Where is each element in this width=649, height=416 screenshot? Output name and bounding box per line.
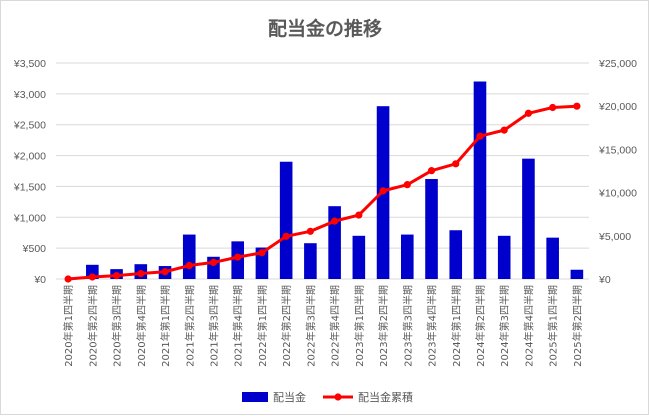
bar-series (86, 81, 584, 279)
left-tick-label: ¥500 (22, 243, 47, 255)
bar (279, 161, 293, 279)
line-point (476, 132, 484, 140)
bar (449, 230, 463, 279)
legend-bar-label: 配当金 (273, 390, 306, 404)
line-point (161, 268, 169, 276)
legend-line-marker (334, 393, 342, 401)
line-point (500, 126, 508, 134)
bar (522, 158, 535, 279)
bar (570, 269, 584, 279)
x-tick-label: 2023年第4四半期 (426, 285, 439, 367)
legend: 配当金 配当金累積 (242, 390, 413, 404)
bar (546, 237, 559, 279)
chart-title: 配当金の推移 (268, 17, 382, 40)
x-tick-label: 2020年第3四半期 (111, 285, 124, 367)
x-tick-label: 2024年第2四半期 (474, 285, 487, 367)
x-tick-label: 2023年第3四半期 (401, 285, 414, 367)
x-tick-label: 2023年第1四半期 (353, 285, 366, 367)
line-point (549, 103, 557, 112)
line-point (282, 232, 290, 240)
line-point (258, 249, 266, 257)
left-tick-label: ¥3,000 (13, 89, 46, 101)
left-tick-label: ¥1,500 (13, 181, 46, 193)
legend-bar-swatch (242, 392, 268, 402)
line-point (88, 273, 96, 281)
left-tick-label: ¥2,000 (13, 151, 46, 163)
x-tick-label: 2022年第2四半期 (280, 285, 293, 367)
left-tick-label: ¥0 (33, 274, 46, 286)
right-tick-label: ¥5,000 (598, 231, 631, 243)
right-tick-label: ¥25,000 (598, 58, 637, 70)
line-point (234, 253, 242, 261)
left-axis-ticks: ¥0 ¥500 ¥1,000 ¥1,500 ¥2,000 ¥2,500 ¥3,000 ¥3,5… (13, 58, 46, 286)
line-point (452, 160, 460, 168)
line-point (64, 275, 72, 283)
x-tick-label: 2024年第3四半期 (498, 285, 511, 367)
bar (304, 243, 317, 279)
right-axis-ticks: ¥0 ¥5,000 ¥10,000 ¥15,000 ¥20,000 ¥25,000 (598, 58, 637, 286)
line-point (573, 102, 581, 110)
left-tick-label: ¥2,500 (13, 120, 46, 132)
line-point (112, 272, 121, 280)
x-tick-label: 2021年第2四半期 (183, 285, 196, 367)
x-tick-label: 2020年第2四半期 (86, 285, 99, 367)
bar (328, 206, 341, 279)
bar (473, 81, 487, 279)
bar (352, 235, 366, 279)
x-tick-label: 2022年第4四半期 (329, 285, 342, 367)
bar (182, 234, 196, 279)
x-tick-label: 2025年第1四半期 (547, 285, 560, 367)
bar (255, 247, 269, 279)
bar (497, 235, 511, 279)
x-tick-label: 2022年第3四半期 (304, 285, 317, 367)
x-tick-label: 2020年第1四半期 (62, 285, 75, 367)
bar (425, 179, 438, 279)
line-point (331, 217, 339, 225)
right-tick-label: ¥10,000 (598, 188, 637, 200)
right-tick-label: ¥15,000 (598, 144, 637, 156)
line-series (64, 102, 581, 283)
line-point (209, 258, 218, 267)
line-point (524, 109, 533, 117)
x-tick-label: 2021年第1四半期 (159, 285, 172, 367)
left-tick-label: ¥3,500 (13, 58, 46, 70)
right-tick-label: ¥20,000 (598, 101, 637, 113)
legend-line-label: 配当金累積 (358, 390, 413, 404)
line-point (403, 181, 411, 189)
right-tick-label: ¥0 (598, 274, 611, 286)
x-tick-label: 2020年第4四半期 (135, 285, 148, 367)
x-tick-label: 2024年第1四半期 (450, 285, 463, 367)
line-point (355, 211, 363, 219)
x-tick-label: 2022年第1四半期 (256, 285, 269, 367)
left-tick-label: ¥1,000 (13, 212, 46, 224)
line-point (379, 187, 387, 195)
x-axis-ticks: 2020年第1四半期 2020年第2四半期 2020年第3四半期 2020年第4四半期… (62, 285, 584, 367)
bar (400, 234, 414, 279)
line-point (427, 167, 436, 175)
x-tick-label: 2024年第4四半期 (522, 285, 535, 367)
line-point (185, 261, 193, 270)
x-tick-label: 2023年第2四半期 (377, 285, 390, 367)
line-point (306, 227, 314, 235)
x-tick-label: 2021年第4四半期 (232, 285, 245, 367)
cumulative-line (67, 104, 577, 281)
grid-lines (56, 62, 589, 280)
line-point (137, 269, 145, 278)
x-tick-label: 2025年第2四半期 (571, 285, 584, 367)
x-tick-label: 2021年第3四半期 (207, 285, 220, 367)
